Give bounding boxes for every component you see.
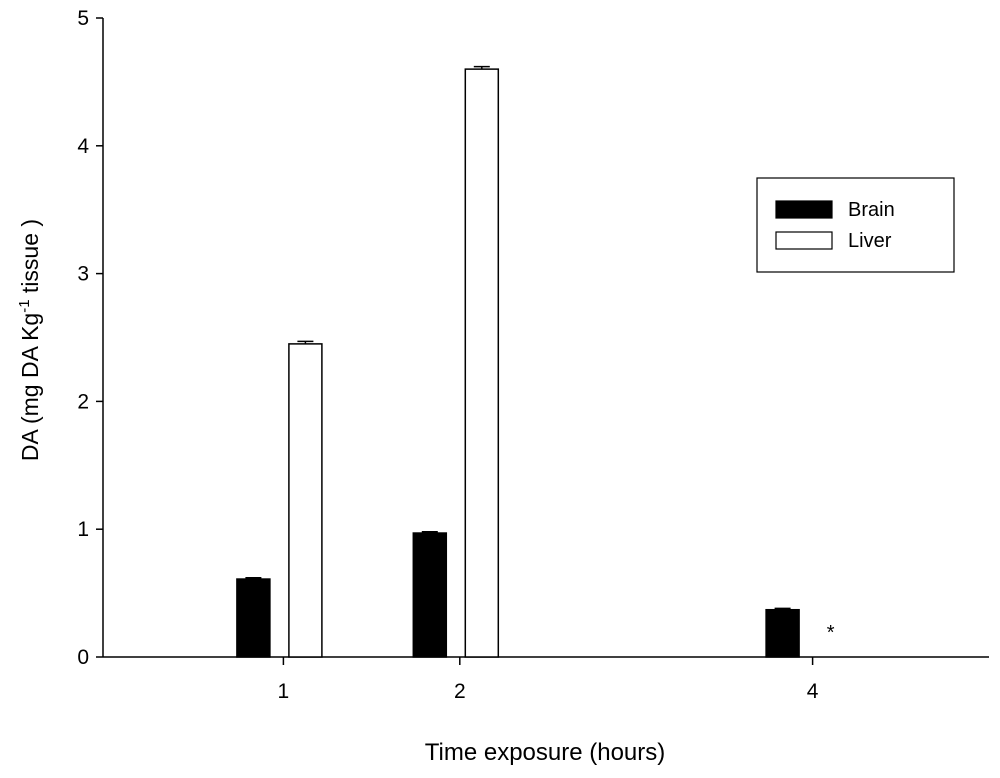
y-tick-label: 1 [77, 518, 89, 541]
bar [765, 608, 800, 658]
bar [236, 578, 271, 658]
y-tick-label: 0 [77, 646, 89, 669]
annotation: * [827, 622, 835, 644]
x-axis-label: Time exposure (hours) [425, 739, 666, 766]
legend-swatch [775, 200, 833, 219]
y-tick-label: 2 [77, 390, 89, 413]
bar [288, 343, 323, 658]
bar [412, 532, 448, 658]
y-tick-label: 3 [77, 263, 89, 286]
y-tick-label: 4 [77, 135, 89, 158]
legend-label: Liver [848, 230, 892, 252]
legend-box [756, 177, 955, 273]
y-tick-label: 5 [77, 7, 89, 30]
legend-label: Brain [848, 199, 895, 221]
x-tick-label: 2 [454, 680, 466, 703]
y-axis-label: DA (mg DA Kg-1 tissue ) [16, 219, 43, 461]
legend-swatch [775, 231, 833, 250]
bar [464, 68, 500, 658]
x-tick-label: 4 [807, 680, 819, 703]
x-tick-label: 1 [278, 680, 290, 703]
